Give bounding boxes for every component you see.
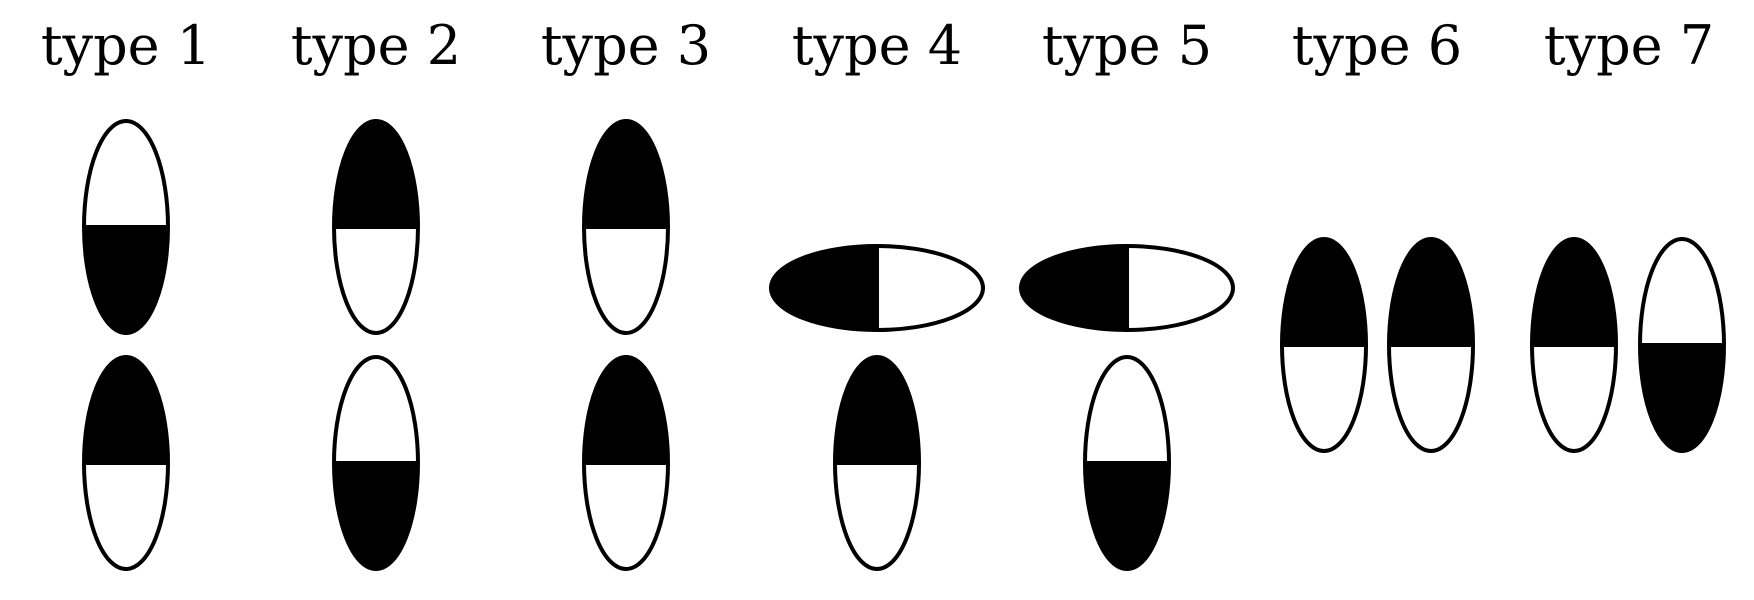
type-label-1: type 1 (41, 14, 211, 77)
dipole-ellipse (1280, 237, 1368, 453)
dipole-ellipse (769, 244, 985, 332)
filled-half (1085, 463, 1169, 569)
dipole-ellipse (1019, 244, 1235, 332)
ellipse-outline (82, 119, 170, 335)
dipole-ellipse (1083, 355, 1171, 571)
type-labels: type 1 type 2 type 3 type 4 type 5 type … (41, 14, 1714, 77)
type-label-4: type 4 (792, 14, 962, 77)
filled-half (84, 357, 168, 463)
dipole-ellipse (582, 355, 670, 571)
ellipse-outline (1638, 237, 1726, 453)
dipole-shapes (82, 119, 1726, 571)
type-3-shapes (582, 119, 670, 571)
ellipse-outline (833, 355, 921, 571)
dipole-ellipse (1530, 237, 1618, 453)
ellipse-outline (1019, 244, 1235, 332)
type-5-shapes (1019, 244, 1235, 571)
type-2-shapes (332, 119, 420, 571)
filled-half (334, 121, 418, 227)
ellipse-outline (1387, 237, 1475, 453)
ellipse-outline (332, 119, 420, 335)
type-4-shapes (769, 244, 985, 571)
filled-half (1389, 239, 1473, 345)
type-7-shapes (1530, 237, 1726, 453)
ellipse-outline (1083, 355, 1171, 571)
dipole-ellipse (332, 119, 420, 335)
dipole-ellipse (582, 119, 670, 335)
ellipse-outline (1530, 237, 1618, 453)
filled-half (84, 227, 168, 333)
type-1-shapes (82, 119, 170, 571)
filled-half (771, 246, 877, 330)
dipole-ellipse (833, 355, 921, 571)
ellipse-outline (332, 355, 420, 571)
filled-half (334, 463, 418, 569)
type-label-7: type 7 (1544, 14, 1714, 77)
type-label-2: type 2 (291, 14, 461, 77)
ellipse-outline (1280, 237, 1368, 453)
dipole-ellipse (1638, 237, 1726, 453)
type-6-shapes (1280, 237, 1475, 453)
type-label-6: type 6 (1292, 14, 1462, 77)
dipole-ellipse (1387, 237, 1475, 453)
dipole-ellipse (332, 355, 420, 571)
filled-half (1282, 239, 1366, 345)
filled-half (584, 357, 668, 463)
filled-half (1532, 239, 1616, 345)
filled-half (835, 357, 919, 463)
ellipse-outline (769, 244, 985, 332)
ellipse-outline (582, 355, 670, 571)
dipole-ellipse (82, 119, 170, 335)
type-label-3: type 3 (541, 14, 711, 77)
type-label-5: type 5 (1042, 14, 1212, 77)
filled-half (1021, 246, 1127, 330)
filled-half (584, 121, 668, 227)
ellipse-outline (582, 119, 670, 335)
dipole-ellipse (82, 355, 170, 571)
filled-half (1640, 345, 1724, 451)
ellipse-outline (82, 355, 170, 571)
